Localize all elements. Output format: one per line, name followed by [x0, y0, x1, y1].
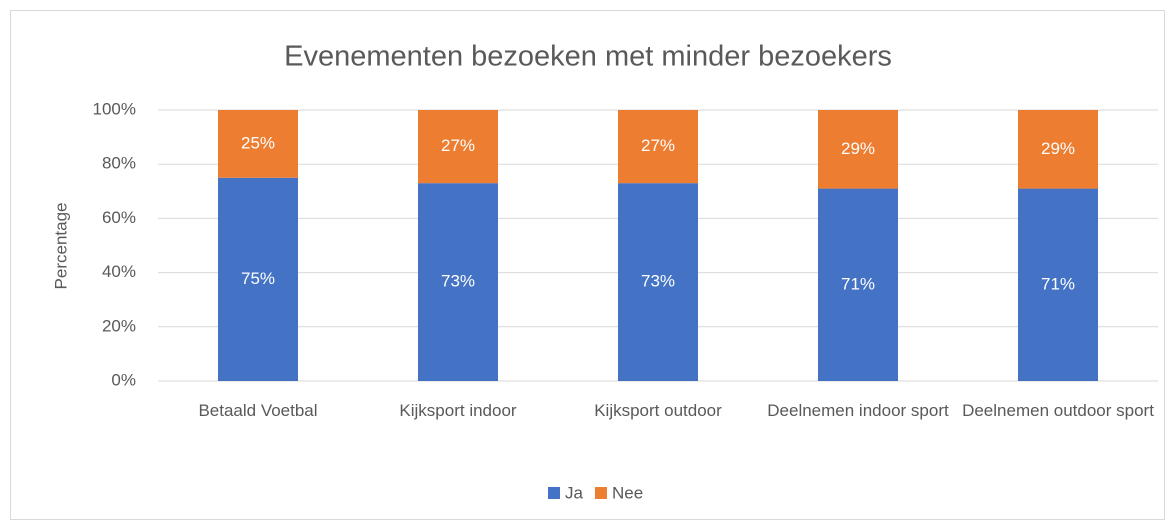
bar-segment [618, 183, 698, 381]
bar-segment [418, 183, 498, 381]
legend-label: Nee [612, 483, 643, 502]
legend-swatch [548, 487, 560, 499]
bar-segment [818, 110, 898, 189]
data-label: 27% [441, 136, 475, 155]
bar-segment [618, 110, 698, 184]
bar-segment [418, 110, 498, 184]
y-tick-label: 80% [102, 154, 136, 173]
data-label: 75% [241, 269, 275, 288]
y-tick-label: 40% [102, 262, 136, 281]
bar-segment [1018, 188, 1098, 381]
y-tick-label: 100% [93, 99, 136, 118]
data-label: 71% [841, 274, 875, 293]
legend-swatch [594, 487, 607, 499]
y-tick-label: 0% [111, 370, 136, 389]
data-label: 29% [841, 139, 875, 158]
x-tick-label: Deelnemen indoor sport [767, 401, 949, 420]
data-label: 27% [641, 136, 675, 155]
bar-segment [1018, 110, 1098, 189]
chart-title: Evenementen bezoeken met minder bezoeker… [284, 41, 892, 73]
data-label: 29% [1041, 139, 1075, 158]
bar-segment [218, 177, 298, 381]
data-label: 73% [641, 272, 675, 291]
bar-segment [818, 188, 898, 381]
legend-label: Ja [565, 483, 584, 502]
chart-border [10, 10, 1165, 520]
x-tick-label: Deelnemen outdoor sport [962, 401, 1154, 420]
data-label: 25% [241, 133, 275, 152]
data-label: 71% [1041, 274, 1075, 293]
bar-segment [218, 110, 298, 178]
y-axis-label: Percentage [51, 203, 70, 290]
y-tick-label: 60% [102, 208, 136, 227]
x-tick-label: Kijksport indoor [399, 401, 517, 420]
x-tick-label: Betaald Voetbal [198, 401, 318, 420]
y-tick-label: 20% [102, 316, 136, 335]
x-tick-label: Kijksport outdoor [594, 401, 722, 420]
data-label: 73% [441, 272, 475, 291]
